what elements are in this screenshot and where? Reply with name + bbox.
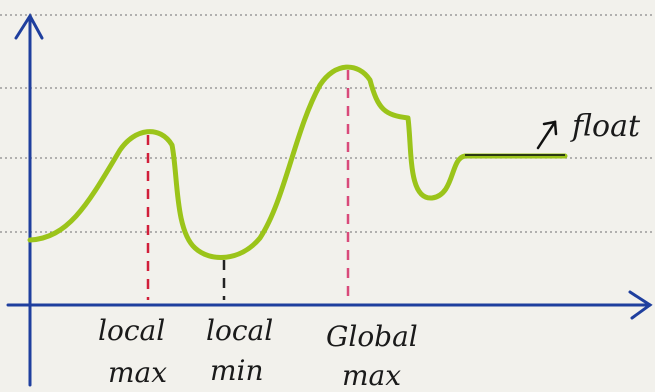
label-line: min: [210, 354, 264, 387]
annotation: float: [570, 109, 641, 144]
diagram: float local max local min Global max: [0, 0, 655, 392]
label-line: local: [206, 314, 273, 347]
label-line: Global: [326, 320, 418, 353]
label-line: max: [342, 359, 401, 392]
label-line: max: [108, 356, 167, 389]
label-line: local: [98, 314, 165, 347]
